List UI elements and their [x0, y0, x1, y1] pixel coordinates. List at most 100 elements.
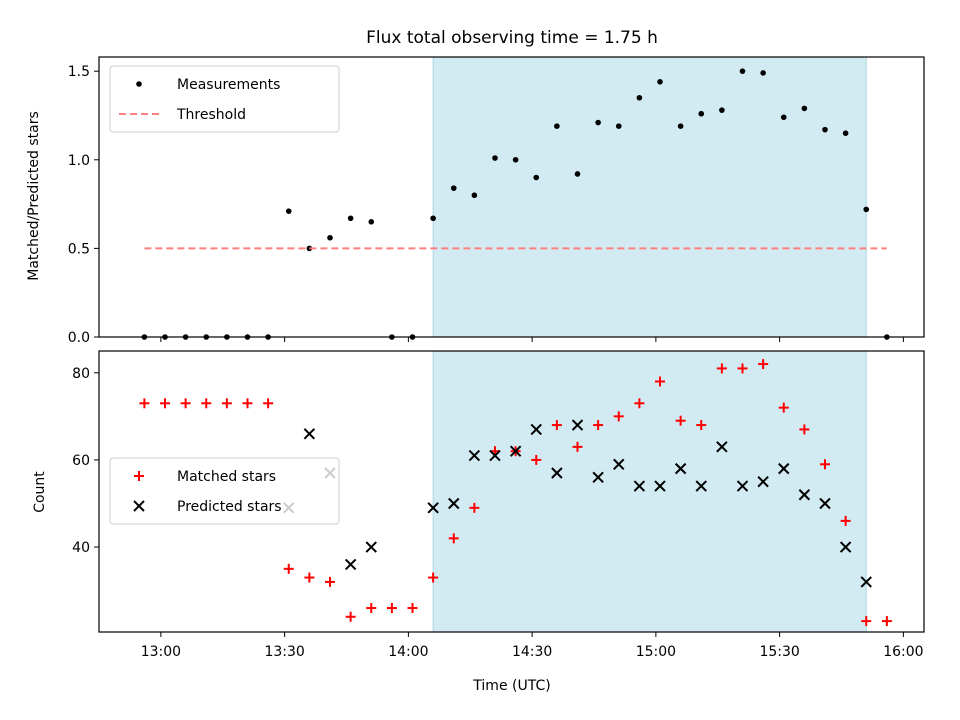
predicted-stars-point	[860, 576, 872, 588]
measurement-point	[842, 130, 849, 137]
matched-stars-point	[758, 359, 769, 370]
matched-stars-point	[386, 603, 397, 614]
measurement-point	[347, 215, 354, 222]
legend-label: Predicted stars	[177, 499, 282, 515]
x-marker-b	[344, 558, 357, 571]
observing-window-span	[432, 350, 867, 633]
x-marker-b	[530, 423, 542, 436]
matched-stars-point	[180, 398, 191, 409]
x-marker-b	[778, 462, 790, 475]
predicted-stars-point	[716, 441, 728, 453]
measurement-point	[780, 114, 787, 121]
matched-stars-point	[820, 459, 830, 470]
matched-stars-point	[799, 424, 810, 435]
measurement-point	[760, 70, 766, 76]
y-tick-label: 1.5	[68, 64, 90, 80]
measurement-point	[533, 174, 540, 181]
legend-label: Measurements	[177, 77, 280, 93]
matched-stars-point	[263, 398, 274, 409]
matched-stars-point	[407, 603, 418, 614]
legend-x-b	[133, 500, 145, 512]
predicted-stars-point	[592, 471, 604, 484]
matched-stars-point	[840, 515, 851, 526]
predicted-stars-point	[530, 423, 542, 436]
predicted-stars-point	[798, 489, 811, 501]
measurement-point	[512, 156, 519, 163]
predicted-stars-point	[819, 497, 831, 510]
measurement-point	[327, 234, 333, 241]
predicted-stars-point	[778, 462, 790, 475]
x-tick-label: 15:30	[759, 644, 799, 660]
matched-stars-point	[201, 398, 212, 409]
measurement-point	[863, 206, 870, 213]
matched-stars-point	[655, 376, 665, 387]
predicted-stars-point	[303, 428, 316, 440]
x-marker-b	[571, 419, 584, 431]
x-marker-b	[633, 480, 646, 492]
x-marker-b	[839, 541, 852, 553]
x-axis-label: Time (UTC)	[472, 678, 550, 694]
axes-frame	[98, 350, 925, 633]
y-tick-label: 1.0	[68, 153, 90, 169]
x-marker-b	[798, 489, 811, 501]
predicted-stars-point	[757, 475, 769, 488]
legend-box	[109, 65, 340, 133]
legend-dot-marker	[136, 81, 142, 87]
matched-stars-point	[716, 363, 727, 374]
matched-stars-point	[469, 502, 480, 513]
matched-stars-point	[613, 411, 624, 422]
observing-window-span	[432, 56, 867, 338]
measurement-point	[801, 105, 808, 112]
predicted-stars-point	[633, 480, 646, 492]
y-tick-label: 60	[72, 453, 90, 469]
x-tick-label: 13:30	[264, 644, 304, 660]
x-tick-label: 13:00	[141, 644, 181, 660]
matched-stars-point	[448, 533, 459, 544]
predicted-stars-point	[654, 480, 666, 492]
measurement-point	[492, 155, 498, 161]
measurement-point	[368, 219, 375, 225]
y-tick-label: 0.0	[68, 330, 90, 346]
measurement-point	[677, 123, 684, 129]
top-plot: 0.0 0.5 1.0 1.5 Measurements Threshold	[68, 56, 925, 346]
predicted-stars-point	[551, 467, 563, 479]
bottom-y-axis-label: Count	[32, 471, 48, 513]
y-tick-label: 40	[72, 540, 90, 556]
measurement-point	[615, 123, 622, 129]
measurement-point	[822, 126, 828, 133]
chart-title: Flux total observing time = 1.75 h	[366, 28, 658, 48]
matched-stars-point	[345, 611, 356, 622]
matched-stars-point	[675, 415, 686, 426]
top-y-axis-label: Matched/Predicted stars	[26, 111, 42, 281]
matched-stars-point	[696, 420, 707, 431]
legend-box	[109, 457, 340, 525]
x-marker-b	[716, 441, 728, 453]
measurement-point	[471, 192, 478, 199]
matched-stars-point	[366, 603, 377, 614]
measurement-point	[657, 79, 663, 85]
matched-stars-point	[881, 616, 892, 627]
y-tick-label: 80	[72, 366, 90, 382]
predicted-stars-point	[571, 419, 584, 431]
x-marker-b	[860, 576, 872, 588]
x-marker-b	[551, 467, 563, 479]
predicted-stars-point	[468, 449, 481, 462]
matched-stars-point	[551, 420, 562, 431]
measurement-point	[595, 119, 601, 126]
x-marker-b	[757, 475, 769, 488]
matched-stars-point	[778, 402, 789, 413]
measurement-point	[719, 107, 725, 113]
x-marker-b	[695, 480, 707, 492]
matched-stars-point	[861, 616, 872, 627]
x-marker-b	[509, 445, 522, 457]
x-marker-b	[674, 462, 687, 475]
bottom-plot: 40 60 80 13:00 13:30 14:00 14:30 15:00 15:30 16:0…	[72, 350, 925, 660]
matched-stars-point	[139, 398, 150, 409]
measurement-point	[636, 94, 643, 101]
x-tick-label: 14:00	[388, 644, 428, 660]
x-marker-b	[489, 449, 501, 462]
matched-stars-point	[221, 398, 232, 409]
x-marker-b	[654, 480, 666, 492]
predicted-stars-point	[613, 458, 625, 470]
measurement-point	[285, 208, 292, 214]
